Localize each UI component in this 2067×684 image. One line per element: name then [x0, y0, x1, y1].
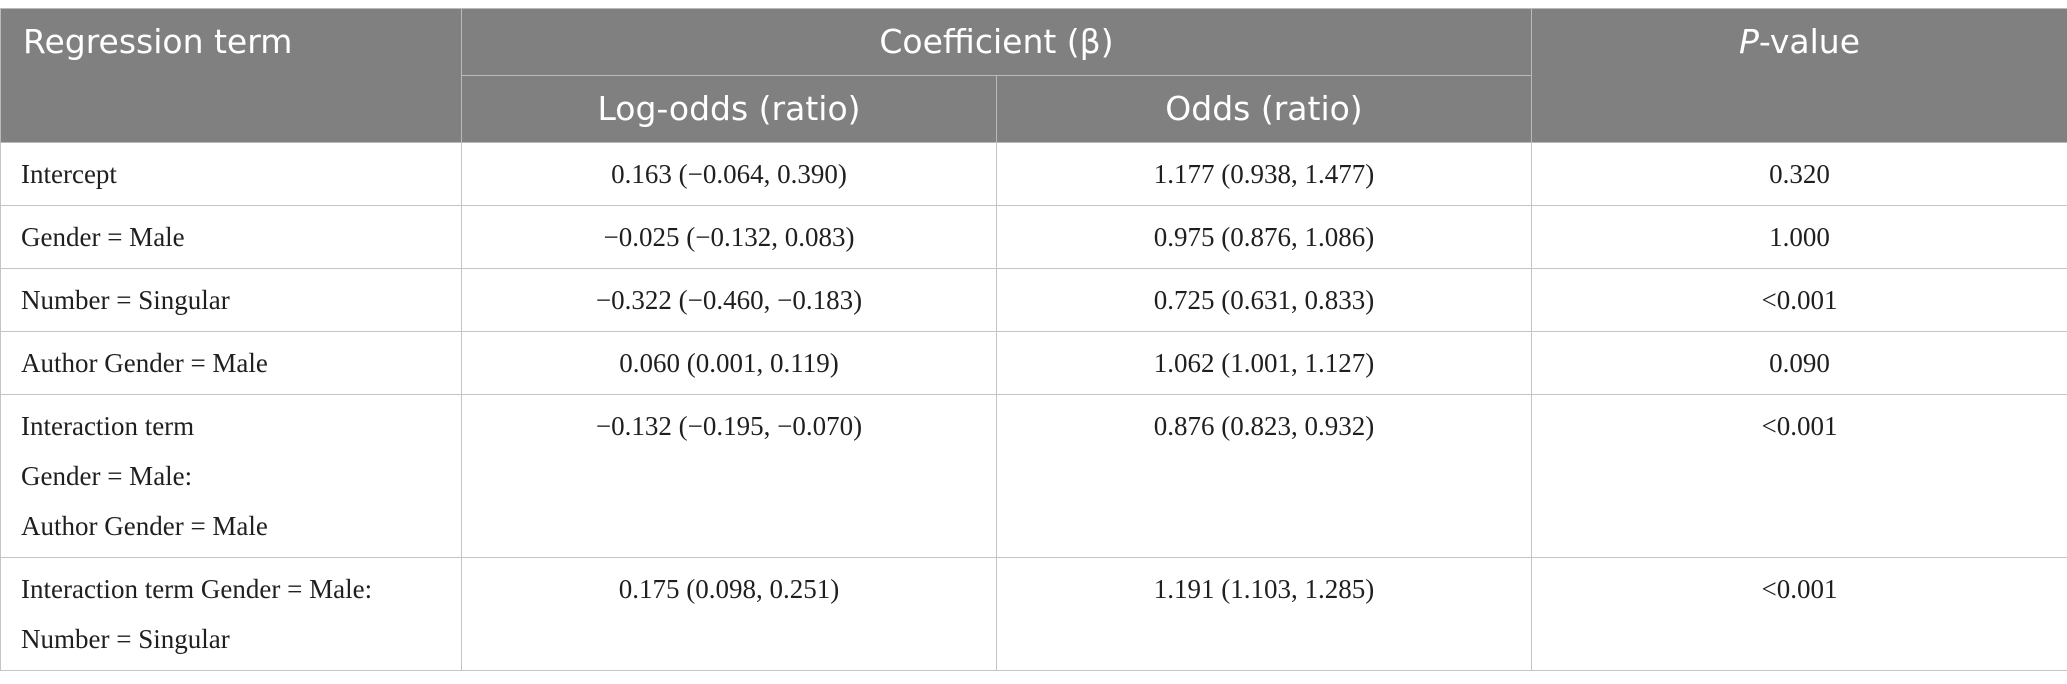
- term-line: Number = Singular: [21, 285, 230, 315]
- cell-log-odds: 0.060 (0.001, 0.119): [461, 331, 997, 395]
- cell-term: Interaction term Gender = Male: Number =…: [0, 557, 462, 671]
- term-line: Intercept: [21, 159, 117, 189]
- header-p-value: P-value: [1531, 8, 2067, 143]
- cell-term: Intercept: [0, 142, 462, 206]
- header-regression-term: Regression term: [0, 8, 462, 143]
- cell-log-odds: −0.025 (−0.132, 0.083): [461, 205, 997, 269]
- term-line: Interaction term Gender = Male:: [21, 574, 373, 604]
- cell-p-value: 0.320: [1531, 142, 2067, 206]
- cell-odds: 1.062 (1.001, 1.127): [996, 331, 1532, 395]
- term-line: Author Gender = Male: [21, 511, 268, 541]
- cell-term: Author Gender = Male: [0, 331, 462, 395]
- table-row: Number = Singular −0.322 (−0.460, −0.183…: [0, 268, 2067, 332]
- term-line: Gender = Male: [21, 222, 185, 252]
- cell-p-value: 0.090: [1531, 331, 2067, 395]
- header-row-sub: Log-odds (ratio) Odds (ratio): [1, 75, 2067, 143]
- cell-odds: 1.177 (0.938, 1.477): [996, 142, 1532, 206]
- cell-p-value: <0.001: [1531, 268, 2067, 332]
- table-row: Interaction term Gender = Male: Number =…: [0, 557, 2067, 671]
- cell-p-value: <0.001: [1531, 394, 2067, 558]
- header-p-value-italic: P: [1738, 22, 1759, 61]
- cell-p-value: <0.001: [1531, 557, 2067, 671]
- cell-log-odds: −0.322 (−0.460, −0.183): [461, 268, 997, 332]
- regression-table: Regression term Coefficient (β) P-value …: [0, 8, 2067, 671]
- header-log-odds: Log-odds (ratio): [461, 75, 997, 143]
- cell-p-value: 1.000: [1531, 205, 2067, 269]
- table-header: Regression term Coefficient (β) P-value …: [0, 8, 2067, 143]
- cell-odds: 1.191 (1.103, 1.285): [996, 557, 1532, 671]
- cell-log-odds: 0.163 (−0.064, 0.390): [461, 142, 997, 206]
- table-row: Author Gender = Male 0.060 (0.001, 0.119…: [0, 331, 2067, 395]
- cell-term: Interaction term Gender = Male: Author G…: [0, 394, 462, 558]
- term-line: Number = Singular: [21, 624, 230, 654]
- table-row: Interaction term Gender = Male: Author G…: [0, 394, 2067, 558]
- header-odds: Odds (ratio): [996, 75, 1532, 143]
- cell-odds: 0.975 (0.876, 1.086): [996, 205, 1532, 269]
- term-line: Gender = Male:: [21, 461, 193, 491]
- header-coefficient: Coefficient (β): [461, 8, 1532, 76]
- header-row-top: Regression term Coefficient (β) P-value: [0, 8, 2067, 143]
- term-line: Author Gender = Male: [21, 348, 268, 378]
- cell-odds: 0.725 (0.631, 0.833): [996, 268, 1532, 332]
- table-body: Intercept 0.163 (−0.064, 0.390) 1.177 (0…: [0, 142, 2067, 671]
- cell-term: Gender = Male: [0, 205, 462, 269]
- table-row: Intercept 0.163 (−0.064, 0.390) 1.177 (0…: [0, 142, 2067, 206]
- cell-log-odds: −0.132 (−0.195, −0.070): [461, 394, 997, 558]
- header-p-value-rest: -value: [1758, 22, 1861, 61]
- cell-term: Number = Singular: [0, 268, 462, 332]
- term-line: Interaction term: [21, 411, 195, 441]
- table-row: Gender = Male −0.025 (−0.132, 0.083) 0.9…: [0, 205, 2067, 269]
- cell-odds: 0.876 (0.823, 0.932): [996, 394, 1532, 558]
- cell-log-odds: 0.175 (0.098, 0.251): [461, 557, 997, 671]
